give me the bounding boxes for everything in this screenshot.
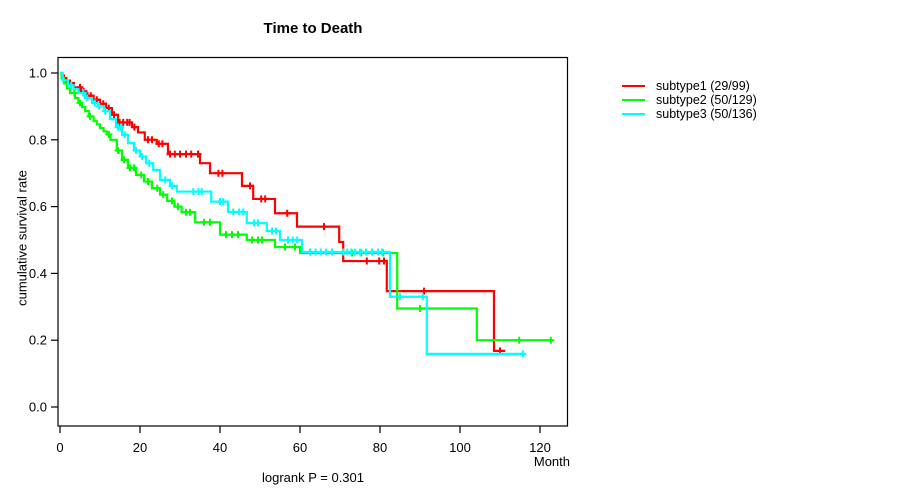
- legend-item: subtype3 (50/136): [622, 107, 757, 121]
- y-tick-label: 1.0: [29, 66, 47, 81]
- x-tick-label: 120: [529, 440, 551, 455]
- y-tick-label: 0.4: [29, 266, 47, 281]
- legend-item: subtype1 (29/99): [622, 79, 757, 93]
- x-tick-label: 40: [213, 440, 227, 455]
- x-tick-label: 100: [449, 440, 471, 455]
- y-tick-label: 0.2: [29, 333, 47, 348]
- legend: subtype1 (29/99) subtype2 (50/129) subtype…: [622, 79, 757, 121]
- censor-marks: [60, 74, 504, 355]
- y-tick-label: 0.8: [29, 132, 47, 147]
- y-axis-title: cumulative survival rate: [14, 170, 30, 306]
- legend-label: subtype2 (50/129): [656, 93, 757, 107]
- legend-label: subtype3 (50/136): [656, 107, 757, 121]
- y-tick-label: 0.6: [29, 199, 47, 214]
- curve-path: [60, 71, 552, 342]
- y-tick-label: 0.0: [29, 400, 47, 415]
- legend-item: subtype2 (50/129): [622, 93, 757, 107]
- legend-line-sample: [622, 98, 645, 102]
- x-tick-label: 60: [293, 440, 307, 455]
- chart-title: Time to Death: [263, 20, 363, 37]
- survival-curve-subtype3: [60, 71, 527, 358]
- censor-marks: [67, 81, 527, 358]
- legend-label: subtype1 (29/99): [656, 79, 750, 93]
- legend-line-sample: [622, 112, 645, 116]
- logrank-annotation: logrank P = 0.301: [261, 470, 365, 485]
- legend-line-sample: [622, 84, 645, 88]
- x-tick-label: 20: [133, 440, 147, 455]
- survival-curve-subtype2: [60, 71, 555, 344]
- x-axis-title: Month: [533, 454, 570, 469]
- x-tick-label: 0: [56, 440, 63, 455]
- censor-marks: [70, 89, 555, 344]
- survival-curve-subtype1: [60, 71, 506, 355]
- plot-box: [57, 56, 569, 427]
- x-tick-label: 80: [373, 440, 387, 455]
